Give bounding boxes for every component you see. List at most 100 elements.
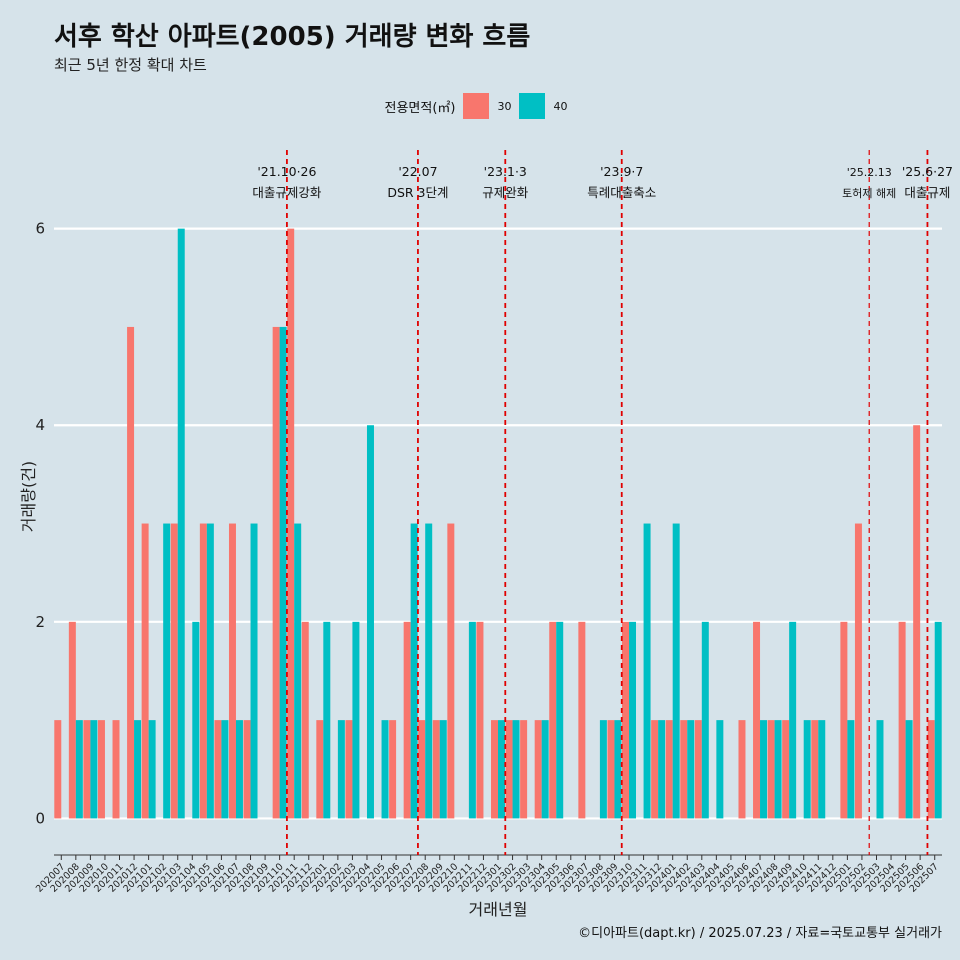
bar-40-202403 [701,621,709,819]
bar-30-202207 [403,621,411,819]
y-tick-label: 2 [35,613,45,631]
bar-40-202410 [803,720,811,819]
event-name-label: 토허제 해제 [842,186,896,200]
event-date-label: '23.1·3 [484,164,527,179]
bar-30-202411 [811,720,819,819]
bar-40-202308 [599,720,607,819]
legend-title: 전용면적(㎡) [384,100,456,116]
bar-40-202505 [905,720,913,819]
bar-30-202010 [97,720,105,819]
bar-30-202310 [622,621,630,819]
bar-40-202402 [687,720,695,819]
event-name-label: DSR 3단계 [387,185,448,200]
legend-label-30: 30 [497,99,512,113]
bar-30-202210 [447,523,455,819]
bar-30-202505 [898,621,906,819]
bar-30-202401 [665,720,673,819]
bar-30-202112 [301,621,309,819]
bar-30-202502 [854,523,862,819]
bar-30-202409 [782,720,790,819]
bar-40-202102 [163,523,171,819]
bar-40-202309 [614,720,622,819]
bar-30-202103 [170,523,178,819]
chart-subtitle: 최근 5년 한정 확대 차트 [54,56,207,74]
bar-40-202208 [425,523,433,819]
bar-30-202408 [767,720,775,819]
bar-30-202212 [476,621,484,819]
bar-40-202205 [381,720,389,819]
bar-40-202106 [221,720,229,819]
bar-40-202501 [847,720,855,819]
bar-40-202211 [468,621,476,819]
bar-40-202312 [658,720,666,819]
bar-30-202506 [913,425,921,819]
bar-40-202101 [148,720,156,819]
bar-30-202402 [680,720,688,819]
event-date-label: '25.2.13 [847,166,892,179]
bar-30-202304 [534,720,542,819]
y-axis-title: 거래량(건) [19,461,38,532]
bar-30-202110 [272,326,280,819]
bar-40-202108 [250,523,258,819]
bar-40-202203 [352,621,360,819]
bar-40-202008 [75,720,83,819]
bar-40-202009 [90,720,98,819]
event-name-label: 규제완화 [482,185,529,200]
bar-30-202403 [694,720,702,819]
legend-key-40 [519,93,546,119]
event-date-label: '23.9·7 [600,164,643,179]
bar-40-202302 [512,720,520,819]
event-date-label: '25.6·27 [902,164,953,179]
bar-40-202408 [774,720,782,819]
bar-30-202101 [141,523,149,819]
bar-40-202310 [629,621,637,819]
bar-40-202209 [439,720,447,819]
bar-30-202301 [491,720,498,819]
legend-label-40: 40 [553,99,568,113]
bar-30-202309 [607,720,615,819]
y-tick-label: 6 [35,220,45,238]
bar-40-202503 [876,720,884,819]
bar-30-202203 [345,720,353,819]
bar-30-202501 [840,621,848,819]
bar-30-202307 [578,621,586,819]
legend-key-30 [463,93,490,119]
bar-30-202406 [738,720,746,819]
bar-30-202305 [549,621,557,819]
y-tick-label: 4 [35,416,45,434]
bar-30-202303 [520,720,528,819]
bar-30-202407 [753,621,761,819]
event-name-label: 대출규제강화 [252,185,322,200]
bar-30-202012 [127,326,135,819]
bar-30-202111 [287,228,295,819]
bar-30-202208 [418,720,426,819]
bar-30-202105 [199,523,207,819]
bar-40-202301 [498,720,505,819]
bar-40-202305 [556,621,564,819]
source-caption: ©디아파트(dapt.kr) / 2025.07.23 / 자료=국토교통부 실… [578,926,942,941]
bar-40-202507 [934,621,942,819]
bar-40-202111 [294,523,302,819]
bar-30-202008 [68,621,76,819]
bar-40-202304 [541,720,549,819]
bar-40-202201 [323,621,331,819]
bar-30-202011 [112,720,120,819]
bar-40-202202 [337,720,345,819]
bar-30-202209 [432,720,440,819]
event-name-label: 대출규제 [904,185,950,200]
bar-40-202107 [235,720,243,819]
bar-30-202106 [214,720,222,819]
bar-30-202206 [389,720,397,819]
y-tick-label: 0 [35,809,45,827]
legend: 전용면적(㎡) 30 40 [0,93,960,119]
bar-30-202108 [243,720,251,819]
chart-title: 서후 학산 아파트(2005) 거래량 변화 흐름 [54,22,531,52]
bar-40-202012 [134,720,142,819]
event-date-label: '21.10·26 [257,164,316,179]
bar-40-202407 [760,720,768,819]
bar-40-202110 [279,326,287,819]
bar-40-202204 [366,425,374,819]
bar-30-202312 [651,720,659,819]
bar-30-202009 [83,720,91,819]
